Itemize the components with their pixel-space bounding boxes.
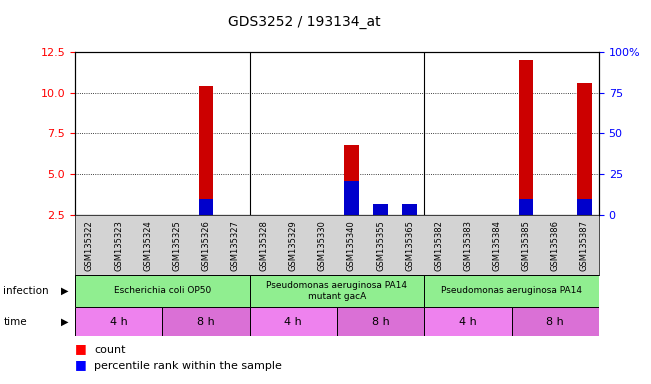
Bar: [519, 60, 533, 215]
Bar: [402, 204, 417, 215]
Bar: [519, 199, 533, 215]
Text: GSM135365: GSM135365: [405, 220, 414, 271]
Text: 4 h: 4 h: [109, 316, 128, 327]
Text: GSM135326: GSM135326: [201, 220, 210, 271]
Text: GSM135330: GSM135330: [318, 220, 327, 271]
Text: GSM135324: GSM135324: [143, 220, 152, 271]
Bar: [424, 307, 512, 336]
Text: 8 h: 8 h: [197, 316, 215, 327]
Bar: [75, 275, 249, 307]
Text: count: count: [94, 345, 126, 355]
Text: ■: ■: [75, 358, 87, 371]
Text: GSM135386: GSM135386: [551, 220, 560, 271]
Text: GSM135355: GSM135355: [376, 220, 385, 271]
Text: GSM135325: GSM135325: [173, 220, 181, 271]
Text: ▶: ▶: [61, 316, 68, 327]
Text: GSM135385: GSM135385: [521, 220, 531, 271]
Text: GSM135384: GSM135384: [493, 220, 501, 271]
Bar: [577, 83, 592, 215]
Bar: [249, 275, 424, 307]
Text: GSM135383: GSM135383: [464, 220, 473, 271]
Text: time: time: [3, 316, 27, 327]
Text: GSM135387: GSM135387: [580, 220, 589, 271]
Text: Pseudomonas aeruginosa PA14: Pseudomonas aeruginosa PA14: [441, 286, 582, 295]
Bar: [424, 275, 599, 307]
Text: GSM135323: GSM135323: [114, 220, 123, 271]
Text: 8 h: 8 h: [372, 316, 389, 327]
Bar: [373, 204, 388, 215]
Text: GSM135328: GSM135328: [260, 220, 269, 271]
Text: infection: infection: [3, 286, 49, 296]
Bar: [373, 204, 388, 215]
Bar: [577, 199, 592, 215]
Bar: [337, 307, 424, 336]
Bar: [402, 204, 417, 215]
Text: ▶: ▶: [61, 286, 68, 296]
Text: ■: ■: [75, 342, 87, 355]
Bar: [199, 86, 213, 215]
Bar: [75, 307, 162, 336]
Bar: [344, 145, 359, 215]
Text: 4 h: 4 h: [459, 316, 477, 327]
Bar: [512, 307, 599, 336]
Bar: [249, 307, 337, 336]
Text: Escherichia coli OP50: Escherichia coli OP50: [113, 286, 211, 295]
Bar: [344, 181, 359, 215]
Text: GSM135340: GSM135340: [347, 220, 356, 271]
Bar: [162, 307, 249, 336]
Text: GSM135327: GSM135327: [230, 220, 240, 271]
Text: 4 h: 4 h: [284, 316, 302, 327]
Text: percentile rank within the sample: percentile rank within the sample: [94, 361, 283, 371]
Text: 8 h: 8 h: [546, 316, 564, 327]
Text: GSM135322: GSM135322: [85, 220, 94, 271]
Text: GSM135329: GSM135329: [289, 220, 298, 271]
Text: Pseudomonas aeruginosa PA14
mutant gacA: Pseudomonas aeruginosa PA14 mutant gacA: [266, 281, 408, 301]
Text: GSM135382: GSM135382: [434, 220, 443, 271]
Bar: [199, 199, 213, 215]
Text: GDS3252 / 193134_at: GDS3252 / 193134_at: [228, 15, 381, 29]
